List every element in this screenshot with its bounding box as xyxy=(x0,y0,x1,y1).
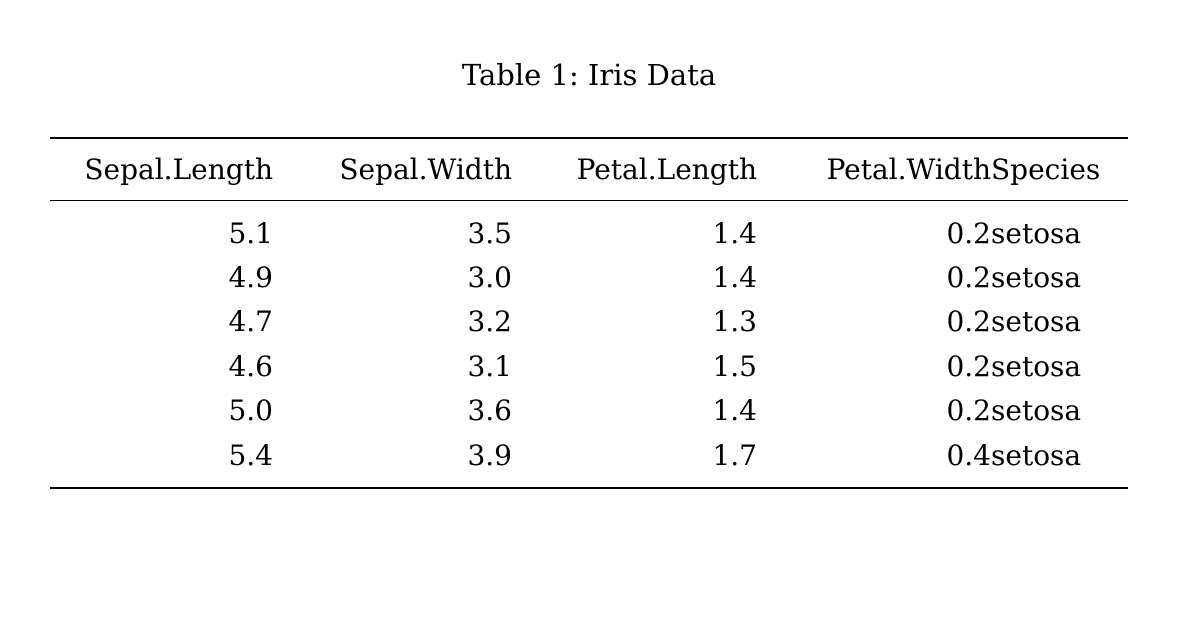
cell-petal-width: 0.2 xyxy=(946,261,991,295)
iris-data-table: Sepal.Length Sepal.Width Petal.Length Pe… xyxy=(50,137,1128,490)
table-row: 5.4 3.9 1.7 0.4 setosa xyxy=(50,433,1128,488)
col-header-sepal-length: Sepal.Length xyxy=(50,138,273,201)
cell-petal-width: 0.2 xyxy=(946,394,991,428)
cell-petal-width: 0.2 xyxy=(946,349,991,383)
table-row: 4.6 3.1 1.5 0.2 setosa xyxy=(50,344,1128,388)
cell-petal-width: 0.4 xyxy=(946,438,991,472)
cell-sepal-width: 3.0 xyxy=(467,261,512,295)
cell-sepal-length: 5.4 xyxy=(228,438,273,472)
cell-species: setosa xyxy=(991,305,1082,339)
cell-petal-length: 1.4 xyxy=(712,261,757,295)
cell-petal-width: 0.2 xyxy=(946,216,991,250)
cell-sepal-length: 4.9 xyxy=(228,261,273,295)
cell-sepal-width: 3.1 xyxy=(467,349,512,383)
header-row: Sepal.Length Sepal.Width Petal.Length Pe… xyxy=(50,138,1128,201)
col-header-sepal-width: Sepal.Width xyxy=(273,138,512,201)
cell-sepal-length: 4.7 xyxy=(228,305,273,339)
col-header-species: Species xyxy=(991,138,1128,201)
cell-sepal-width: 3.5 xyxy=(467,216,512,250)
table-row: 4.9 3.0 1.4 0.2 setosa xyxy=(50,255,1128,299)
cell-species: setosa xyxy=(991,438,1082,472)
cell-sepal-width: 3.9 xyxy=(467,438,512,472)
cell-sepal-length: 5.0 xyxy=(228,394,273,428)
cell-species: setosa xyxy=(991,349,1082,383)
cell-petal-length: 1.4 xyxy=(712,216,757,250)
cell-petal-length: 1.7 xyxy=(712,438,757,472)
col-header-petal-width: Petal.Width xyxy=(757,138,991,201)
table-caption: Table 1: Iris Data xyxy=(461,58,717,92)
table-row: 5.0 3.6 1.4 0.2 setosa xyxy=(50,389,1128,433)
cell-petal-length: 1.5 xyxy=(712,349,757,383)
cell-petal-width: 0.2 xyxy=(946,305,991,339)
cell-sepal-length: 4.6 xyxy=(228,349,273,383)
cell-sepal-width: 3.2 xyxy=(467,305,512,339)
table-row: 4.7 3.2 1.3 0.2 setosa xyxy=(50,300,1128,344)
col-header-petal-length: Petal.Length xyxy=(512,138,757,201)
cell-species: setosa xyxy=(991,216,1082,250)
cell-petal-length: 1.3 xyxy=(712,305,757,339)
cell-species: setosa xyxy=(991,394,1082,428)
cell-sepal-width: 3.6 xyxy=(467,394,512,428)
cell-petal-length: 1.4 xyxy=(712,394,757,428)
cell-species: setosa xyxy=(991,261,1082,295)
cell-sepal-length: 5.1 xyxy=(228,216,273,250)
table-row: 5.1 3.5 1.4 0.2 setosa xyxy=(50,201,1128,256)
